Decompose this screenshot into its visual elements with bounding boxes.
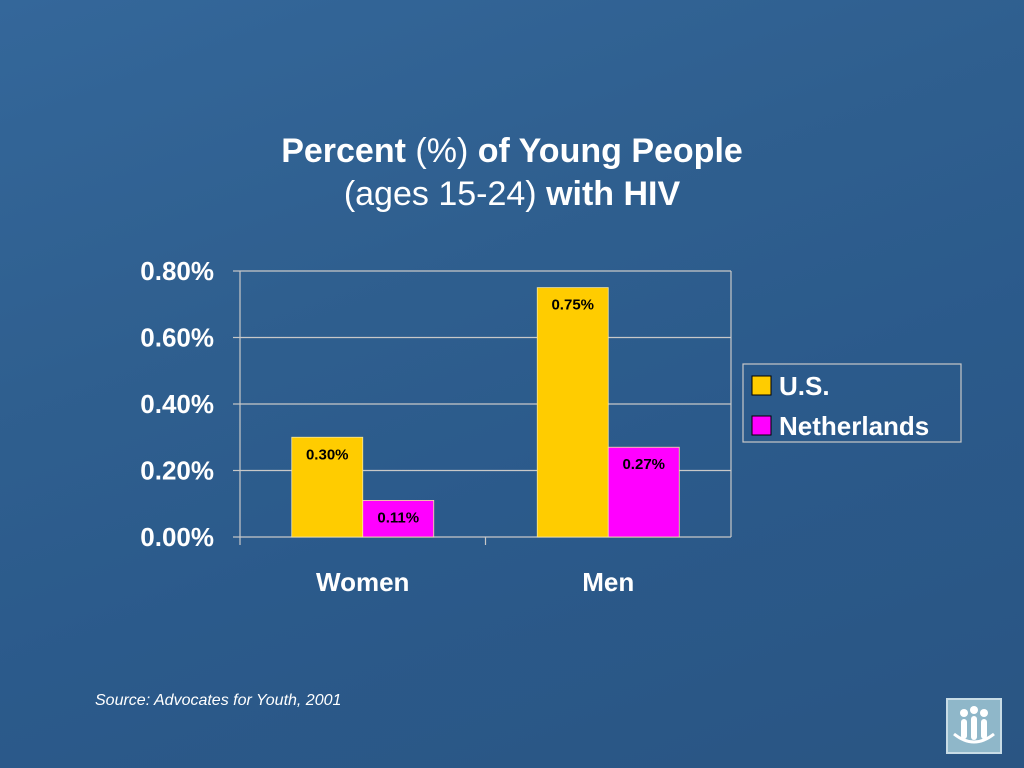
legend-box — [742, 363, 962, 443]
y-tick-label: 0.60% — [140, 323, 214, 353]
title-line-1: Percent (%) of Young People — [281, 132, 743, 170]
data-label: 0.11% — [377, 509, 419, 526]
legend-label: Netherlands — [779, 411, 929, 441]
chart-title: Percent (%) of Young People (ages 15-24)… — [0, 130, 1024, 216]
legend-swatch — [751, 375, 772, 396]
y-tick-label: 0.40% — [140, 389, 214, 419]
data-label: 0.27% — [622, 456, 665, 473]
x-tick-label: Women — [316, 567, 409, 597]
title-line-2: (ages 15-24) with HIV — [343, 175, 681, 213]
legend-label: U.S. — [779, 371, 830, 401]
bars: 0.30% 0.11% 0.75% 0.27% — [291, 287, 680, 538]
bar — [291, 436, 364, 538]
legend: U.S. Netherlands — [742, 363, 962, 443]
legend-swatch — [751, 415, 772, 436]
bar — [536, 287, 609, 538]
y-axis: 0.00% 0.20% 0.40% 0.60% 0.80% — [140, 256, 241, 552]
source-note: Source: Advocates for Youth, 2001 — [95, 692, 342, 709]
y-tick-label: 0.20% — [140, 456, 214, 486]
people-logo-icon — [946, 698, 1002, 754]
data-label: 0.75% — [551, 297, 594, 314]
bar — [607, 446, 680, 538]
x-axis: Women Men — [240, 536, 731, 597]
bar — [362, 500, 435, 538]
y-tick-label: 0.00% — [140, 522, 214, 552]
y-tick-label: 0.80% — [140, 256, 214, 286]
data-label: 0.30% — [306, 446, 349, 463]
x-tick-label: Men — [582, 567, 634, 597]
